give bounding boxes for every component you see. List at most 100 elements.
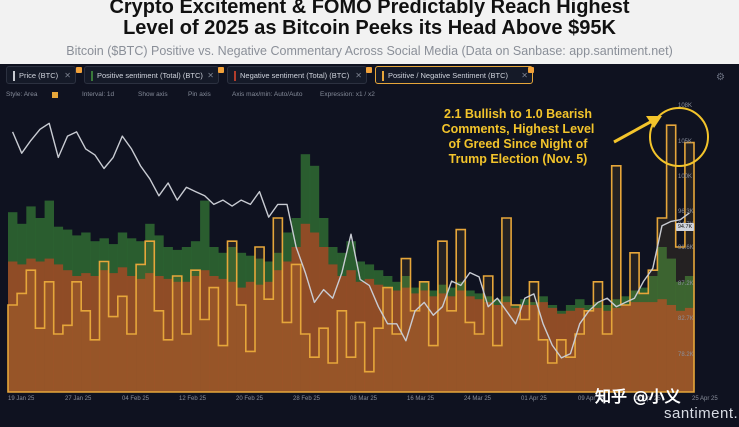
negative-bar — [190, 276, 201, 392]
color-swatch[interactable] — [52, 92, 58, 98]
x-tick-label: 20 Feb 25 — [236, 396, 264, 402]
legend-label-ratio: Positive / Negative Sentiment (BTC) — [388, 71, 509, 80]
x-tick-label: 17 Apr 25 — [635, 396, 661, 402]
negative-bar — [181, 281, 192, 392]
negative-bar — [520, 305, 530, 392]
negative-bar — [209, 276, 219, 392]
close-icon[interactable]: ✕ — [355, 71, 362, 80]
negative-bar — [355, 281, 365, 392]
negative-bar — [620, 305, 631, 392]
legend-item-ratio[interactable]: Positive / Negative Sentiment (BTC) ✕ — [375, 66, 534, 84]
negative-bar — [675, 310, 686, 392]
negative-bar — [511, 307, 521, 392]
negative-bar — [35, 261, 45, 392]
chart-title-line1: Crypto Excitement & FOMO Predictably Rea… — [109, 0, 630, 18]
y-tick-label: 108K — [678, 103, 692, 109]
x-tick-label: 19 Jan 25 — [8, 396, 35, 402]
style-select[interactable]: Style: Area — [6, 91, 38, 98]
negative-bar — [72, 276, 82, 392]
negative-bar — [273, 270, 283, 392]
negative-bar — [81, 273, 91, 392]
y-tick-label: 96.3K — [678, 209, 694, 215]
negative-bar — [410, 293, 420, 392]
legend-label-negative: Negative sentiment (Total) (BTC) — [240, 71, 350, 80]
negative-bar — [245, 281, 256, 392]
legend-gear-icon[interactable] — [366, 67, 372, 73]
negative-bar — [364, 278, 375, 392]
x-tick-label: 12 Feb 25 — [179, 396, 207, 402]
annotation-line-2: Comments, Highest Level — [442, 122, 595, 136]
negative-bar — [529, 305, 539, 392]
x-tick-label: 27 Jan 25 — [65, 396, 92, 402]
settings-gear-icon[interactable]: ⚙ — [716, 72, 725, 83]
negative-bar — [584, 310, 594, 392]
price-series-line — [11, 122, 690, 359]
title-band — [0, 0, 739, 66]
negative-bar — [346, 270, 356, 392]
negative-bar — [611, 307, 622, 392]
negative-bar — [218, 278, 228, 392]
annotation-line-4: Trump Election (Nov. 5) — [449, 152, 588, 166]
negative-bar — [465, 296, 475, 392]
negative-bar — [291, 247, 301, 392]
highlight-circle — [649, 107, 709, 167]
close-icon[interactable]: ✕ — [64, 71, 71, 80]
negative-bar — [26, 258, 36, 392]
negative-bar — [447, 296, 457, 392]
negative-bar — [8, 261, 18, 392]
annotation-line-1: 2.1 Bullish to 1.0 Bearish — [444, 107, 592, 121]
negative-bar — [492, 305, 503, 392]
annotation-arrowhead — [646, 116, 662, 128]
negative-bar — [630, 302, 640, 392]
negative-bar — [337, 276, 347, 392]
expression-field[interactable]: Expression: x1 / x2 — [320, 91, 375, 98]
negative-bar — [309, 232, 320, 392]
negative-bar — [556, 313, 567, 392]
legend-label-price: Price (BTC) — [19, 71, 59, 80]
y-tick-label: 105K — [678, 139, 692, 145]
negative-bar — [53, 264, 64, 392]
legend-item-positive[interactable]: Positive sentiment (Total) (BTC) ✕ — [84, 66, 224, 84]
negative-bar — [483, 302, 493, 392]
negative-bar — [639, 302, 649, 392]
interval-select[interactable]: Interval: 1d — [82, 91, 115, 98]
current-price-badge: 94.7K — [676, 223, 694, 231]
negative-bar — [227, 281, 237, 392]
x-tick-label: 04 Feb 25 — [122, 396, 150, 402]
negative-bar — [90, 276, 100, 392]
close-icon[interactable]: ✕ — [207, 71, 214, 80]
negative-bar — [44, 258, 54, 392]
negative-bar — [328, 264, 338, 392]
legend-item-price[interactable]: Price (BTC) ✕ — [6, 66, 82, 84]
x-axis: 19 Jan 25 27 Jan 25 04 Feb 25 12 Feb 25 20 F… — [8, 396, 718, 402]
negative-bar — [200, 270, 210, 392]
negative-bar — [419, 290, 429, 392]
axis-max-min-select[interactable]: Axis max/min: Auto/Auto — [232, 91, 303, 98]
negative-bar — [575, 307, 585, 392]
negative-bar — [255, 284, 265, 392]
close-icon[interactable]: ✕ — [521, 71, 528, 80]
negative-bar — [236, 287, 247, 392]
negative-bar — [648, 302, 658, 392]
show-axis-toggle[interactable]: Show axis — [138, 91, 168, 98]
negative-bar — [456, 290, 466, 392]
negative-bar — [136, 278, 146, 392]
negative-bar — [172, 281, 182, 392]
y-tick-label: 91.6K — [678, 245, 694, 251]
legend-gear-icon[interactable] — [528, 67, 534, 73]
legend-gear-icon[interactable] — [76, 67, 82, 73]
annotation-line-3: of Greed Since Night of — [449, 137, 589, 151]
legend-swatch — [234, 71, 236, 82]
x-tick-label: 09 Apr 25 — [578, 396, 604, 402]
brand-logo: santiment. — [664, 405, 739, 422]
negative-bar — [108, 273, 118, 392]
negative-bar — [428, 296, 439, 392]
negative-bar — [383, 287, 393, 392]
pin-axis-toggle[interactable]: Pin axis — [188, 91, 211, 98]
legend-gear-icon[interactable] — [218, 67, 224, 73]
watermark: 知乎 @小义 — [595, 387, 681, 406]
x-tick-label: 01 Apr 25 — [521, 396, 547, 402]
negative-bar — [264, 281, 274, 392]
legend-item-negative[interactable]: Negative sentiment (Total) (BTC) ✕ — [227, 66, 372, 84]
